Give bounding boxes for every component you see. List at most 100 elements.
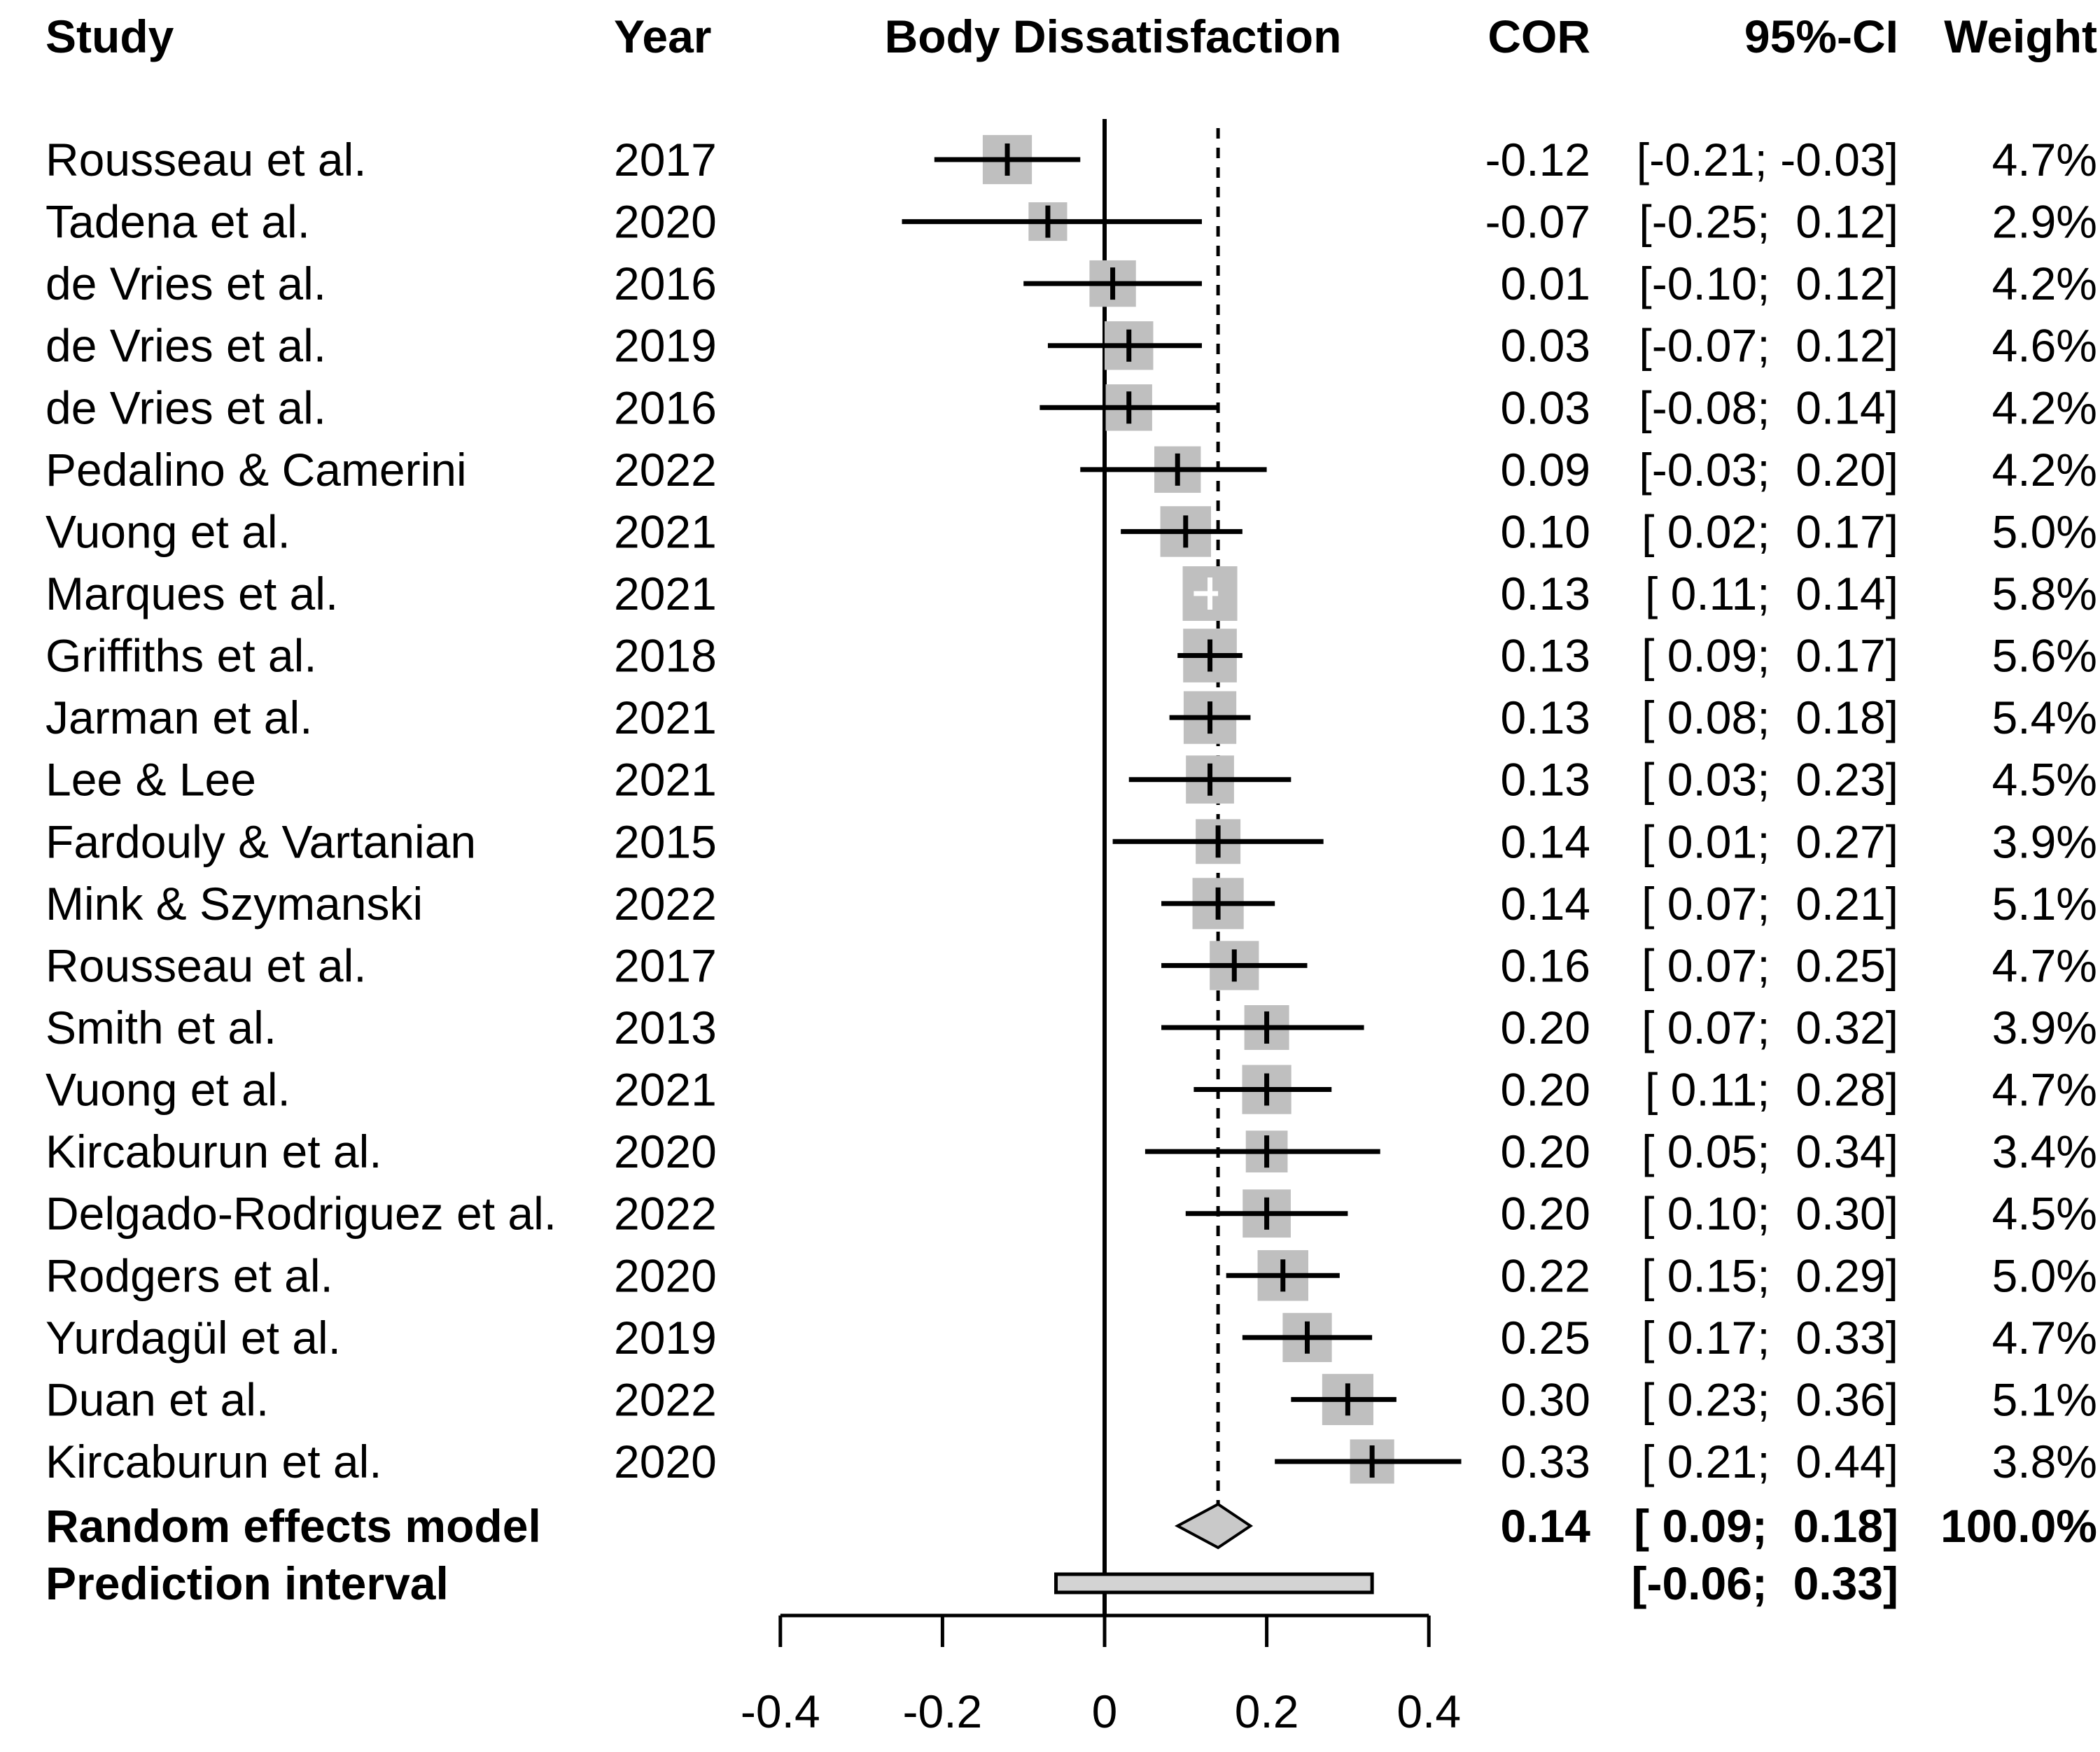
ci-value: [ 0.08; 0.18] bbox=[1642, 692, 1898, 743]
cor-value: 0.25 bbox=[1501, 1312, 1590, 1364]
ci-value: [ 0.03; 0.23] bbox=[1642, 754, 1898, 806]
study-label: Vuong et al. bbox=[46, 1064, 290, 1116]
study-label: Rousseau et al. bbox=[46, 939, 367, 991]
study-label: Kircaburun et al. bbox=[46, 1436, 382, 1487]
year-label: 2022 bbox=[614, 1188, 717, 1240]
weight-value: 4.7% bbox=[1992, 1064, 2097, 1116]
study-label: Lee & Lee bbox=[46, 754, 256, 806]
plot-title: Body Dissatisfaction bbox=[885, 10, 1342, 62]
weight-value: 5.8% bbox=[1992, 568, 2097, 619]
cor-value: 0.30 bbox=[1501, 1373, 1590, 1425]
cor-value: 0.13 bbox=[1501, 568, 1590, 619]
study-row: Fardouly & Vartanian 2015 0.14 [ 0.01; 0.27… bbox=[46, 815, 2097, 867]
x-axis-tick-label: 0 bbox=[1092, 1686, 1118, 1737]
x-axis: -0.4 -0.2 0 0.2 0.4 bbox=[741, 1613, 1461, 1737]
col-header-weight: Weight bbox=[1944, 10, 2097, 62]
study-row: Griffiths et al. 2018 0.13 [ 0.09; 0.17] 5.6… bbox=[46, 629, 2097, 682]
ci-value: [ 0.17; 0.33] bbox=[1642, 1312, 1898, 1364]
summary-cor-value: 0.14 bbox=[1501, 1500, 1591, 1552]
ci-value: [ 0.11; 0.14] bbox=[1645, 568, 1898, 619]
study-row: Rodgers et al. 2020 0.22 [ 0.15; 0.29] 5.0% bbox=[46, 1249, 2097, 1301]
weight-value: 4.2% bbox=[1992, 444, 2097, 496]
study-label: Yurdagül et al. bbox=[46, 1312, 341, 1364]
study-label: Delgado-Rodriguez et al. bbox=[46, 1188, 556, 1240]
study-label: Mink & Szymanski bbox=[46, 878, 423, 930]
weight-value: 4.7% bbox=[1992, 939, 2097, 991]
study-label: Tadena et al. bbox=[46, 196, 310, 248]
study-label: Jarman et al. bbox=[46, 692, 313, 743]
study-row: Jarman et al. 2021 0.13 [ 0.08; 0.18] 5.4% bbox=[46, 691, 2097, 744]
weight-value: 4.6% bbox=[1992, 320, 2097, 372]
ci-value: [ 0.07; 0.32] bbox=[1642, 1002, 1898, 1053]
cor-value: 0.10 bbox=[1501, 505, 1590, 557]
study-label: Smith et al. bbox=[46, 1002, 276, 1053]
ci-value: [ 0.07; 0.25] bbox=[1642, 939, 1898, 991]
weight-value: 5.6% bbox=[1992, 630, 2097, 682]
weight-value: 4.2% bbox=[1992, 381, 2097, 433]
cor-value: 0.22 bbox=[1501, 1249, 1590, 1301]
col-header-ci: 95%-CI bbox=[1744, 10, 1898, 62]
year-label: 2021 bbox=[614, 1064, 717, 1116]
ci-value: [-0.03; 0.20] bbox=[1639, 444, 1898, 496]
study-row: Tadena et al. 2020 -0.07 [-0.25; 0.12] 2.9% bbox=[46, 196, 2097, 248]
study-row: Kircaburun et al. 2020 0.20 [ 0.05; 0.34] 3.… bbox=[46, 1126, 2097, 1177]
study-row: Kircaburun et al. 2020 0.33 [ 0.21; 0.44] 3.… bbox=[46, 1436, 2097, 1487]
year-label: 2022 bbox=[614, 878, 717, 930]
study-row: Duan et al. 2022 0.30 [ 0.23; 0.36] 5.1% bbox=[46, 1373, 2097, 1425]
ci-value: [ 0.02; 0.17] bbox=[1642, 505, 1898, 557]
weight-value: 5.0% bbox=[1992, 505, 2097, 557]
summary-label: Random effects model bbox=[46, 1500, 541, 1552]
study-row: de Vries et al. 2019 0.03 [-0.07; 0.12] 4.6% bbox=[46, 320, 2097, 372]
year-label: 2019 bbox=[614, 320, 717, 372]
col-header-year: Year bbox=[614, 10, 711, 62]
study-row: de Vries et al. 2016 0.03 [-0.08; 0.14] 4.2% bbox=[46, 381, 2097, 433]
prediction-interval-bar bbox=[1054, 1572, 1374, 1595]
ci-value: [ 0.21; 0.44] bbox=[1642, 1436, 1898, 1487]
weight-value: 4.7% bbox=[1992, 1312, 2097, 1364]
study-label: Duan et al. bbox=[46, 1373, 269, 1425]
study-row: Pedalino & Camerini 2022 0.09 [-0.03; 0.20]… bbox=[46, 444, 2097, 496]
study-rows: Rousseau et al. 2017 -0.12 [-0.21; -0.03] 4.… bbox=[46, 134, 2097, 1487]
year-label: 2017 bbox=[614, 939, 717, 991]
year-label: 2020 bbox=[614, 1249, 717, 1301]
study-label: Rodgers et al. bbox=[46, 1249, 333, 1301]
study-label: Marques et al. bbox=[46, 568, 338, 619]
cor-value: 0.20 bbox=[1501, 1002, 1590, 1053]
weight-value: 3.9% bbox=[1992, 1002, 2097, 1053]
weight-value: 3.9% bbox=[1992, 815, 2097, 867]
study-row: Rousseau et al. 2017 0.16 [ 0.07; 0.25] 4.7% bbox=[46, 939, 2097, 991]
ci-value: [ 0.10; 0.30] bbox=[1642, 1188, 1898, 1240]
ci-value: [-0.07; 0.12] bbox=[1639, 320, 1898, 372]
prediction-label: Prediction interval bbox=[46, 1557, 449, 1609]
study-label: de Vries et al. bbox=[46, 258, 326, 309]
year-label: 2020 bbox=[614, 1126, 717, 1177]
weight-value: 4.2% bbox=[1992, 258, 2097, 309]
study-row: Vuong et al. 2021 0.10 [ 0.02; 0.17] 5.0% bbox=[46, 505, 2097, 557]
year-label: 2021 bbox=[614, 754, 717, 806]
study-row: Smith et al. 2013 0.20 [ 0.07; 0.32] 3.9% bbox=[46, 1002, 2097, 1053]
ci-value: [-0.25; 0.12] bbox=[1639, 196, 1898, 248]
cor-value: 0.13 bbox=[1501, 630, 1590, 682]
weight-value: 5.1% bbox=[1992, 1373, 2097, 1425]
x-axis-tick-label: 0.4 bbox=[1396, 1686, 1461, 1737]
summary-ci-value: [ 0.09; 0.18] bbox=[1634, 1500, 1898, 1552]
study-label: Vuong et al. bbox=[46, 505, 290, 557]
study-label: de Vries et al. bbox=[46, 381, 326, 433]
cor-value: 0.14 bbox=[1501, 815, 1590, 867]
weight-value: 5.1% bbox=[1992, 878, 2097, 930]
weight-value: 2.9% bbox=[1992, 196, 2097, 248]
year-label: 2015 bbox=[614, 815, 717, 867]
weight-value: 5.0% bbox=[1992, 1249, 2097, 1301]
weight-value: 3.4% bbox=[1992, 1126, 2097, 1177]
study-row: de Vries et al. 2016 0.01 [-0.10; 0.12] 4.2% bbox=[46, 258, 2097, 309]
cor-value: 0.20 bbox=[1501, 1126, 1590, 1177]
year-label: 2018 bbox=[614, 630, 717, 682]
ci-value: [ 0.05; 0.34] bbox=[1642, 1126, 1898, 1177]
prediction-ci-value: [-0.06; 0.33] bbox=[1632, 1557, 1899, 1609]
cor-value: 0.13 bbox=[1501, 692, 1590, 743]
ci-value: [-0.21; -0.03] bbox=[1637, 134, 1898, 185]
year-label: 2016 bbox=[614, 258, 717, 309]
weight-value: 3.8% bbox=[1992, 1436, 2097, 1487]
